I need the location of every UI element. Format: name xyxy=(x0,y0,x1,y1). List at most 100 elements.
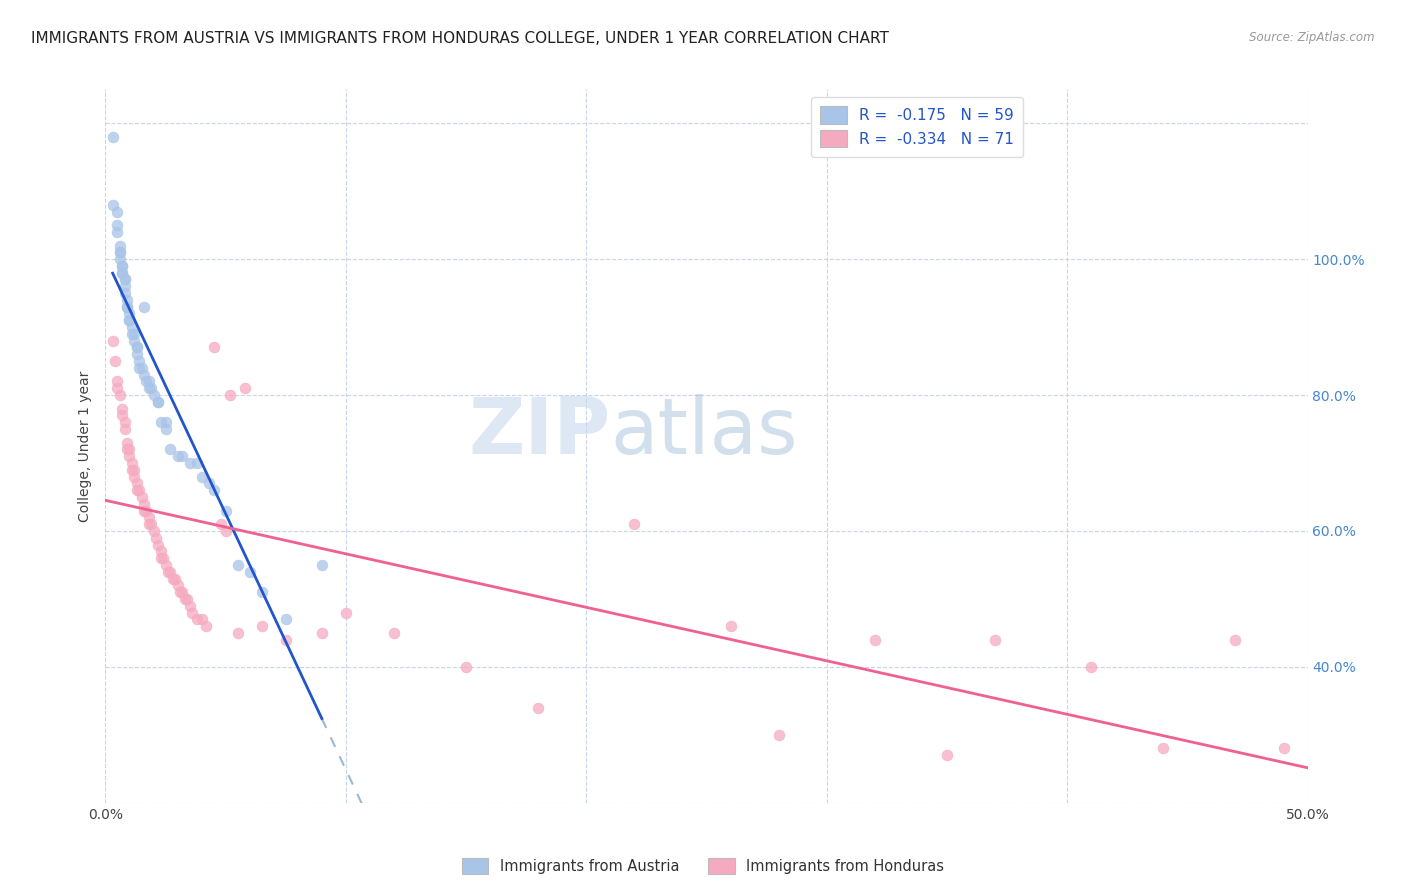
Point xyxy=(454,660,477,674)
Point xyxy=(1225,632,1247,647)
Point xyxy=(121,326,143,341)
Point xyxy=(172,449,194,463)
Point xyxy=(226,558,249,572)
Point xyxy=(118,442,141,457)
Point xyxy=(118,449,141,463)
Y-axis label: College, Under 1 year: College, Under 1 year xyxy=(79,370,93,522)
Point xyxy=(124,334,146,348)
Point xyxy=(181,606,204,620)
Point xyxy=(768,728,790,742)
Point xyxy=(156,565,179,579)
Point xyxy=(124,469,146,483)
Point xyxy=(125,341,148,355)
Point xyxy=(101,198,124,212)
Point xyxy=(111,259,134,273)
Point xyxy=(138,381,160,395)
Point xyxy=(226,626,249,640)
Point xyxy=(149,415,172,429)
Text: atlas: atlas xyxy=(610,393,797,470)
Point xyxy=(138,375,160,389)
Point xyxy=(118,313,141,327)
Point xyxy=(166,449,188,463)
Point xyxy=(202,483,225,498)
Point xyxy=(108,245,131,260)
Point xyxy=(139,517,162,532)
Point xyxy=(108,388,131,402)
Point xyxy=(165,572,187,586)
Point xyxy=(148,394,170,409)
Point xyxy=(155,422,177,436)
Point xyxy=(149,551,172,566)
Point xyxy=(114,415,136,429)
Point xyxy=(250,585,273,599)
Point xyxy=(219,388,242,402)
Point xyxy=(107,375,129,389)
Point xyxy=(335,606,357,620)
Point xyxy=(311,558,333,572)
Point xyxy=(190,612,212,626)
Point xyxy=(101,334,124,348)
Point xyxy=(115,435,138,450)
Point xyxy=(172,585,194,599)
Point xyxy=(107,381,129,395)
Point xyxy=(108,245,131,260)
Point xyxy=(149,544,172,558)
Point xyxy=(115,300,138,314)
Point xyxy=(148,537,170,551)
Point xyxy=(132,503,155,517)
Point xyxy=(111,259,134,273)
Point xyxy=(131,360,153,375)
Point xyxy=(138,517,160,532)
Point xyxy=(125,347,148,361)
Point xyxy=(936,748,959,763)
Point xyxy=(124,463,146,477)
Point xyxy=(101,129,124,144)
Point xyxy=(107,218,129,232)
Point xyxy=(111,266,134,280)
Point xyxy=(984,632,1007,647)
Point xyxy=(111,409,134,423)
Point xyxy=(128,354,150,368)
Point xyxy=(173,591,195,606)
Point xyxy=(125,341,148,355)
Point xyxy=(179,456,201,470)
Point xyxy=(214,503,236,517)
Point xyxy=(115,300,138,314)
Point xyxy=(118,313,141,327)
Point xyxy=(176,591,198,606)
Point xyxy=(139,381,162,395)
Point xyxy=(863,632,886,647)
Point xyxy=(311,626,333,640)
Point xyxy=(132,368,155,382)
Point xyxy=(135,375,157,389)
Point xyxy=(121,320,143,334)
Point xyxy=(190,469,212,483)
Point xyxy=(274,612,297,626)
Point xyxy=(114,286,136,301)
Point xyxy=(142,388,165,402)
Point xyxy=(132,300,155,314)
Point xyxy=(623,517,645,532)
Point xyxy=(114,279,136,293)
Point xyxy=(138,510,160,524)
Point xyxy=(125,483,148,498)
Point xyxy=(274,632,297,647)
Point xyxy=(115,442,138,457)
Point xyxy=(239,565,262,579)
Point xyxy=(166,578,188,592)
Point xyxy=(111,266,134,280)
Point xyxy=(131,490,153,504)
Point xyxy=(118,306,141,320)
Point xyxy=(128,483,150,498)
Point xyxy=(1152,741,1174,756)
Point xyxy=(186,612,208,626)
Point xyxy=(152,551,174,566)
Point xyxy=(195,619,218,633)
Point xyxy=(527,700,550,714)
Point xyxy=(179,599,201,613)
Point xyxy=(114,272,136,286)
Point xyxy=(114,272,136,286)
Point xyxy=(114,422,136,436)
Point xyxy=(107,204,129,219)
Point xyxy=(186,456,208,470)
